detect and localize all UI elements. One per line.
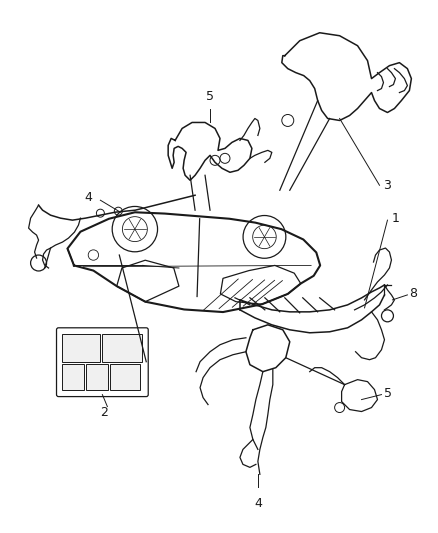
Text: 5: 5 — [206, 90, 214, 102]
Text: 2: 2 — [100, 406, 108, 419]
Bar — [102, 334, 142, 362]
Bar — [110, 364, 140, 390]
Text: 5: 5 — [385, 387, 392, 400]
Text: 3: 3 — [384, 179, 391, 192]
Bar — [63, 364, 85, 390]
Text: 4: 4 — [85, 191, 92, 204]
FancyBboxPatch shape — [57, 328, 148, 397]
Text: 4: 4 — [254, 497, 262, 510]
Text: 1: 1 — [392, 212, 399, 224]
Text: 8: 8 — [410, 287, 417, 301]
Bar — [86, 364, 108, 390]
Bar — [63, 334, 100, 362]
